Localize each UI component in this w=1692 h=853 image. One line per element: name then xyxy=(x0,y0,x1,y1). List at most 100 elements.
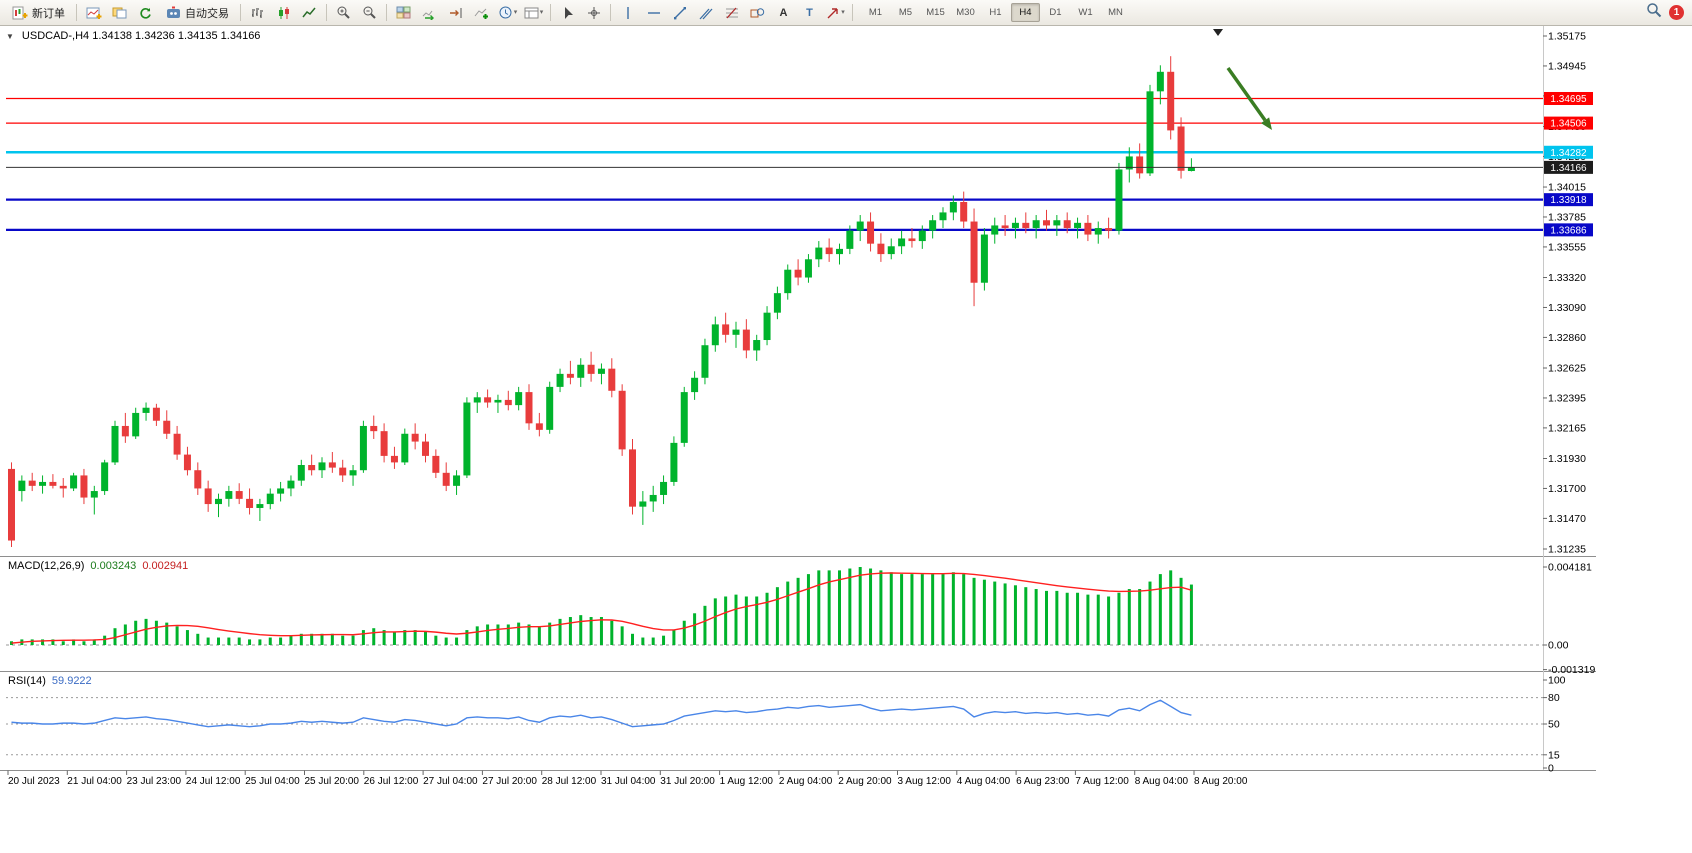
label-tool-button[interactable]: T xyxy=(797,2,822,24)
svg-text:1.31235: 1.31235 xyxy=(1548,543,1586,555)
arrow-annotation[interactable] xyxy=(1226,66,1267,122)
candle xyxy=(980,234,988,283)
candle xyxy=(535,423,543,430)
crosshair-button[interactable] xyxy=(581,2,606,24)
timeframe-button-w1[interactable]: W1 xyxy=(1078,7,1093,18)
timeframe-button-d1[interactable]: D1 xyxy=(1049,7,1062,18)
macd-bar xyxy=(900,574,904,645)
vertical-line-icon xyxy=(626,6,629,19)
candle xyxy=(991,225,999,235)
macd-bar xyxy=(113,628,117,645)
macd-bar xyxy=(589,617,593,645)
chart-canvas[interactable]: 1.351751.349451.347151.344801.342501.340… xyxy=(0,26,1692,853)
macd-bar xyxy=(548,622,552,645)
time-axis-label: 1 Aug 12:00 xyxy=(720,776,774,787)
indicators-icon xyxy=(474,8,488,19)
timeframe-button-mn[interactable]: MN xyxy=(1108,7,1123,18)
candle xyxy=(846,230,854,249)
time-axis-label: 2 Aug 20:00 xyxy=(838,776,892,787)
macd-bar xyxy=(982,579,986,645)
macd-bar xyxy=(424,631,427,645)
current-price: 1.34166 xyxy=(6,160,1593,174)
macd-bar xyxy=(1065,592,1069,645)
time-marker-icon xyxy=(1213,29,1223,36)
shapes-tool-button[interactable] xyxy=(745,2,770,24)
vertical-line-tool-button[interactable] xyxy=(615,2,640,24)
candle xyxy=(597,368,605,374)
profiles-button[interactable] xyxy=(107,2,132,24)
zoom-out-button[interactable] xyxy=(357,2,382,24)
timeframe-button-m1[interactable]: M1 xyxy=(868,7,883,18)
macd-bar xyxy=(1179,577,1183,645)
autotrading-label: 自动交易 xyxy=(185,7,229,20)
autotrading-button[interactable]: 自动交易 xyxy=(159,2,236,24)
toolbar-separator xyxy=(76,4,77,21)
cursor-button[interactable] xyxy=(555,2,580,24)
candles[interactable] xyxy=(8,56,1195,548)
candle xyxy=(463,402,471,476)
macd-bar xyxy=(165,622,169,645)
macd-bar xyxy=(92,639,96,645)
timeframe-button-m30[interactable]: M30 xyxy=(956,7,975,18)
tile-windows-button[interactable] xyxy=(391,2,416,24)
macd-bar xyxy=(248,639,252,645)
timeframe-button-m5[interactable]: M5 xyxy=(898,7,913,18)
search-icon[interactable] xyxy=(1646,2,1662,23)
macd-bar xyxy=(341,635,345,645)
candle xyxy=(660,481,668,495)
candle xyxy=(970,221,978,283)
candle xyxy=(494,399,502,403)
text-tool-button[interactable]: A xyxy=(771,2,796,24)
macd-bar xyxy=(579,615,583,645)
periods-button[interactable]: ▾ xyxy=(495,2,520,24)
arrows-tool-button[interactable]: ▾ xyxy=(823,2,848,24)
candle xyxy=(629,449,636,507)
svg-text:1.34695: 1.34695 xyxy=(1550,94,1587,105)
macd-bar xyxy=(734,594,738,645)
rsi-label: RSI(14) 59.9222 xyxy=(8,675,92,687)
chart-title: ▼ USDCAD-,H4 1.34138 1.34236 1.34135 1.3… xyxy=(6,30,260,42)
indicators-button[interactable] xyxy=(469,2,494,24)
new-order-button[interactable]: 新订单 xyxy=(5,2,72,24)
candle xyxy=(432,455,440,473)
trendline-tool-button[interactable] xyxy=(667,2,692,24)
autoscroll-button[interactable] xyxy=(417,2,442,24)
channel-tool-button[interactable] xyxy=(693,2,718,24)
refresh-button[interactable] xyxy=(133,2,158,24)
macd-bar xyxy=(879,570,883,645)
macd-bar xyxy=(72,639,76,645)
timeframe-button-h4[interactable]: H4 xyxy=(1011,3,1040,22)
zoom-in-button[interactable] xyxy=(331,2,356,24)
macd-bar xyxy=(351,635,355,645)
macd-bar xyxy=(1138,589,1142,645)
candle xyxy=(1146,91,1154,174)
macd-signal-line xyxy=(11,572,1192,644)
toolbar: 新订单 自动交易 xyxy=(0,0,1692,26)
candle xyxy=(59,485,67,489)
notification-badge[interactable]: 1 xyxy=(1669,5,1684,20)
time-axis-label: 23 Jul 23:00 xyxy=(127,776,182,787)
line-chart-type-button[interactable] xyxy=(297,2,322,24)
candle xyxy=(784,269,792,294)
macd-bar xyxy=(537,626,541,645)
candle xyxy=(887,246,895,255)
candle xyxy=(1177,126,1185,171)
autotrading-icon xyxy=(166,6,181,20)
horizontal-line-tool-button[interactable] xyxy=(641,2,666,24)
macd-bar xyxy=(196,633,200,645)
templates-button[interactable]: ▾ xyxy=(521,2,546,24)
fibonacci-tool-button[interactable] xyxy=(719,2,744,24)
timeframe-button-h1[interactable]: H1 xyxy=(989,7,1002,18)
timeframe-button-m15[interactable]: M15 xyxy=(926,7,945,18)
candlestick-chart-type-button[interactable] xyxy=(271,2,296,24)
new-chart-button[interactable] xyxy=(81,2,106,24)
time-axis-label: 6 Aug 23:00 xyxy=(1016,776,1070,787)
macd-bar xyxy=(175,626,179,645)
candle xyxy=(504,399,512,406)
zoom-out-icon xyxy=(363,6,376,19)
collapse-arrow-icon[interactable]: ▼ xyxy=(6,32,14,41)
toolbar-separator xyxy=(326,4,327,21)
bar-chart-type-button[interactable] xyxy=(245,2,270,24)
candle xyxy=(473,397,481,403)
chart-shift-button[interactable] xyxy=(443,2,468,24)
